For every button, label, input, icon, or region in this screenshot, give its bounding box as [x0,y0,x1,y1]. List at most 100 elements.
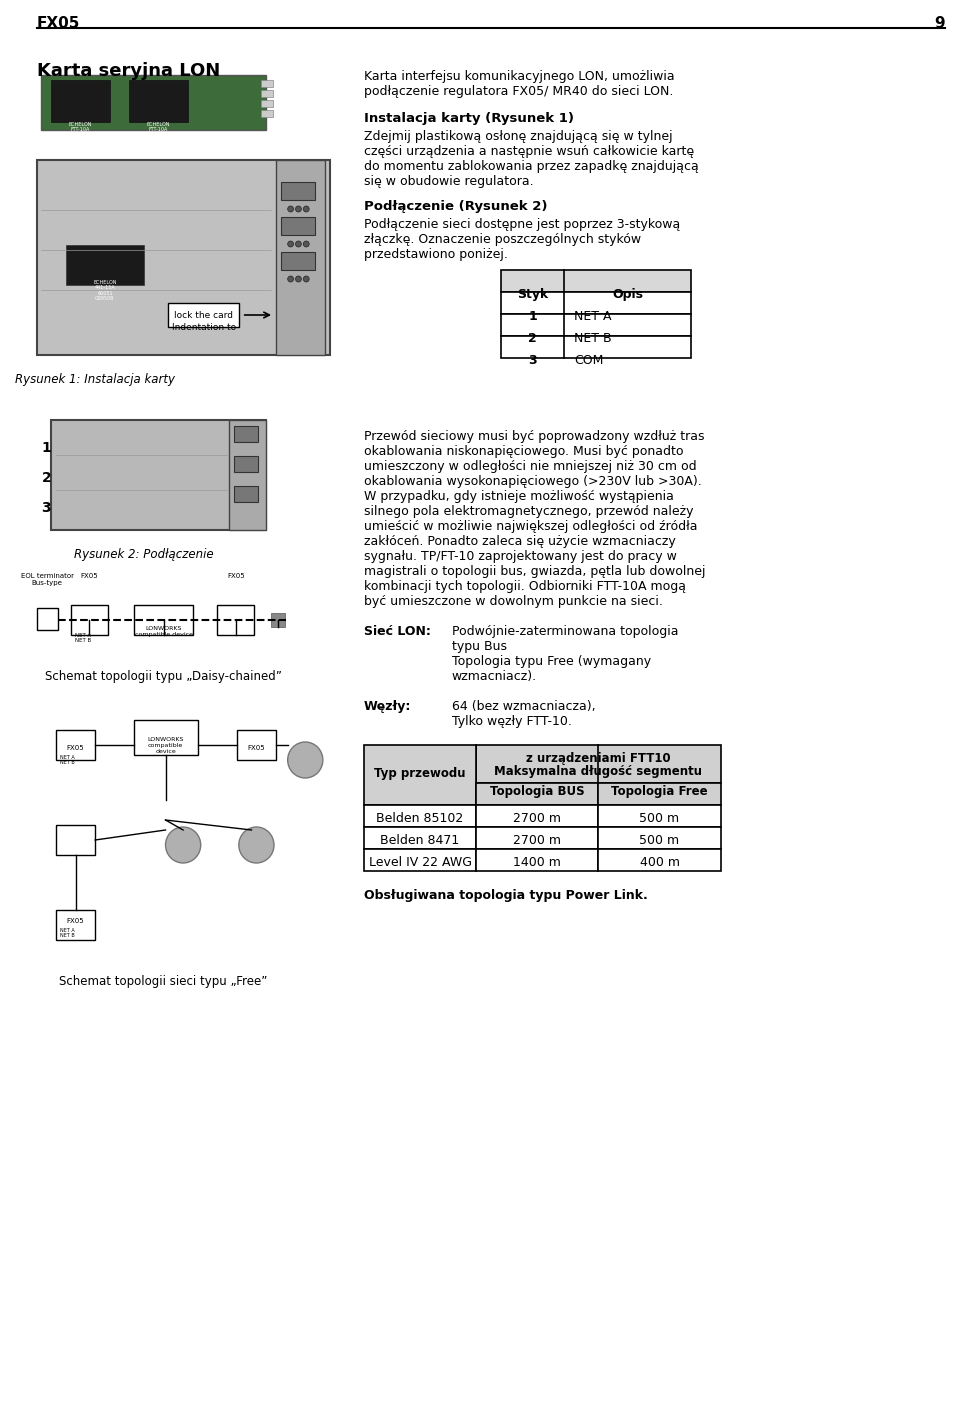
Text: zakłóceń. Ponadto zaleca się użycie wzmacniaczy: zakłóceń. Ponadto zaleca się użycie wzma… [364,535,676,548]
Bar [501,314,691,337]
Text: NET A: NET A [574,310,612,322]
Text: Opis: Opis [612,288,643,301]
Bar [281,251,315,270]
Bar [168,302,239,327]
Bar [51,80,109,122]
Text: Karta seryjna LON: Karta seryjna LON [36,62,220,80]
Text: LONWORKS
compatible
device: LONWORKS compatible device [147,737,183,754]
Text: Schemat topologii typu „Daisy-chained”: Schemat topologii typu „Daisy-chained” [45,670,282,683]
Circle shape [296,275,301,283]
Bar [476,782,598,805]
Text: Zdejmij plastikową osłonę znajdującą się w tylnej: Zdejmij plastikową osłonę znajdującą się… [364,131,673,143]
Bar [476,805,598,826]
Text: ECHELON
FTT-10A
60051
G8950B: ECHELON FTT-10A 60051 G8950B [69,122,92,143]
Text: Instalacja karty (Rysunek 1): Instalacja karty (Rysunek 1) [364,112,574,125]
Text: 64 (bez wzmacniacza),: 64 (bez wzmacniacza), [452,700,595,713]
Bar [501,270,691,293]
Circle shape [165,826,201,863]
Bar [261,99,273,106]
Text: się w obudowie regulatora.: się w obudowie regulatora. [364,175,534,187]
Bar [237,730,276,760]
Text: Tylko węzły FTT-10.: Tylko węzły FTT-10. [452,716,572,728]
Bar [281,217,315,234]
Circle shape [288,241,294,247]
Text: Podwójnie-zaterminowana topologia: Podwójnie-zaterminowana topologia [452,625,679,638]
Text: W przypadku, gdy istnieje możliwość wystąpienia: W przypadku, gdy istnieje możliwość wyst… [364,490,674,503]
Text: COM: COM [574,354,604,366]
Bar [598,782,721,805]
Text: złączkę. Oznaczenie poszczególnych styków: złączkę. Oznaczenie poszczególnych stykó… [364,233,641,246]
Text: okablowania wysokonapięciowego (>230V lub >30A).: okablowania wysokonapięciowego (>230V lu… [364,476,702,488]
Text: 9: 9 [935,16,946,31]
Text: 1: 1 [528,310,537,322]
Text: FX05: FX05 [228,574,245,579]
Circle shape [296,206,301,212]
Bar [364,826,476,849]
Text: NET B: NET B [574,332,612,345]
Text: Węzły:: Węzły: [364,700,411,713]
Bar [56,730,95,760]
Bar [261,109,273,116]
Bar [364,805,476,826]
Text: lock the card: lock the card [174,311,233,320]
Text: Level IV 22 AWG: Level IV 22 AWG [369,855,471,869]
Text: magistrali o topologii bus, gwiazda, pętla lub dowolnej: magistrali o topologii bus, gwiazda, pęt… [364,565,706,578]
Bar [476,826,598,849]
Text: Karta interfejsu komunikacyjnego LON, umożliwia: Karta interfejsu komunikacyjnego LON, um… [364,70,675,82]
Bar [134,605,193,635]
Text: sygnału. TP/FT-10 zaprojektowany jest do pracy w: sygnału. TP/FT-10 zaprojektowany jest do… [364,550,677,562]
Text: 3: 3 [41,501,51,515]
Bar [56,910,95,940]
Text: Topologia typu Free (wymagany: Topologia typu Free (wymagany [452,655,651,667]
Text: FX05: FX05 [67,746,84,751]
Text: typu Bus: typu Bus [452,640,507,653]
Text: FX05: FX05 [248,746,265,751]
Text: wzmacniacz).: wzmacniacz). [452,670,537,683]
Bar [36,608,58,630]
Text: EOL terminator: EOL terminator [21,574,74,579]
Text: Topologia Free: Topologia Free [612,785,708,798]
Text: FX05: FX05 [81,574,98,579]
Text: być umieszczone w dowolnym punkcie na sieci.: być umieszczone w dowolnym punkcie na si… [364,595,662,608]
Bar [476,746,721,782]
Text: do momentu zablokowania przez zapadkę znajdującą: do momentu zablokowania przez zapadkę zn… [364,160,699,173]
Text: 400 m: 400 m [639,855,680,869]
Text: Maksymalna długość segmentu: Maksymalna długość segmentu [494,765,703,778]
Bar [281,182,315,200]
Bar [234,456,258,471]
Text: Podłączenie sieci dostępne jest poprzez 3-stykową: Podłączenie sieci dostępne jest poprzez … [364,219,680,231]
Text: przedstawiono poniżej.: przedstawiono poniżej. [364,248,508,261]
Text: ECHELON
FTT-10A
60051
G8950B: ECHELON FTT-10A 60051 G8950B [147,122,171,143]
Circle shape [296,241,301,247]
Text: 500 m: 500 m [639,811,680,825]
Text: FX05: FX05 [36,16,80,31]
Bar [598,805,721,826]
Text: Schemat topologii sieci typu „Free”: Schemat topologii sieci typu „Free” [60,976,268,988]
Text: części urządzenia a następnie wsuń całkowicie kartę: części urządzenia a następnie wsuń całko… [364,145,694,158]
Text: Obsługiwana topologia typu Power Link.: Obsługiwana topologia typu Power Link. [364,889,648,902]
Bar [130,80,188,122]
Circle shape [288,275,294,283]
Bar [217,605,254,635]
Text: Bus-type: Bus-type [32,579,62,586]
Bar [41,75,266,131]
Text: Przewód sieciowy musi być poprowadzony wzdłuż tras: Przewód sieciowy musi być poprowadzony w… [364,430,705,443]
Text: umieszczony w odległości nie mniejszej niż 30 cm od: umieszczony w odległości nie mniejszej n… [364,460,697,473]
Text: Sieć LON:: Sieć LON: [364,625,431,638]
Bar [261,89,273,97]
Text: Rysunek 1: Instalacja karty: Rysunek 1: Instalacja karty [15,373,175,386]
Bar [261,80,273,87]
Bar [234,486,258,503]
Text: okablowania niskonapięciowego. Musi być ponadto: okablowania niskonapięciowego. Musi być … [364,444,684,459]
Circle shape [303,275,309,283]
Text: Topologia BUS: Topologia BUS [490,785,585,798]
Bar [56,825,95,855]
Bar [66,246,144,285]
Text: NET A
NET B: NET A NET B [75,633,91,643]
Circle shape [288,206,294,212]
Bar [71,605,108,635]
Bar [598,849,721,870]
Bar [51,420,266,530]
Text: 2700 m: 2700 m [514,811,562,825]
Circle shape [288,743,323,778]
